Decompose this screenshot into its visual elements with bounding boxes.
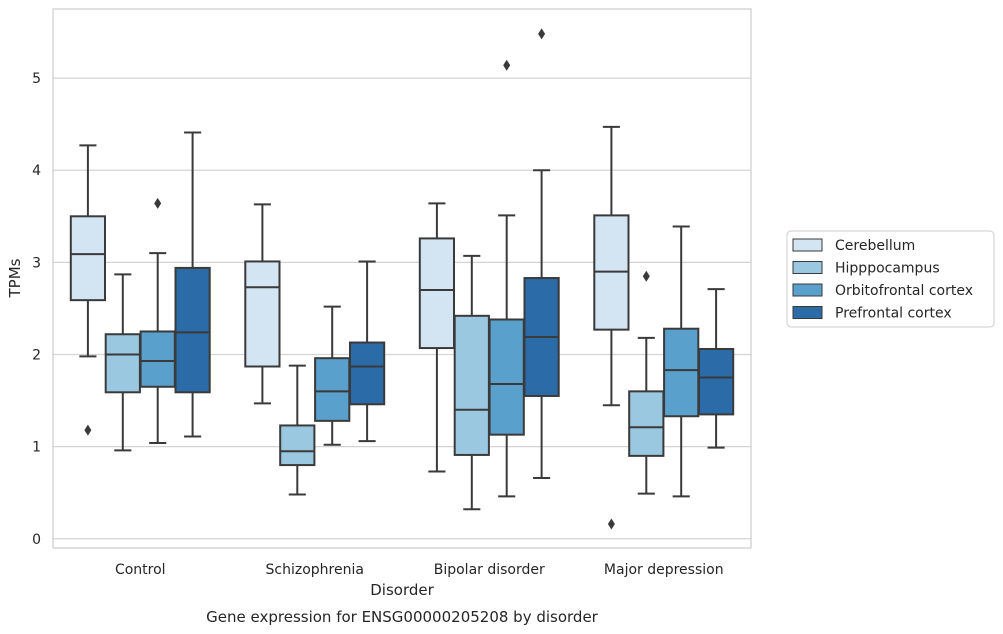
box-cerebellum bbox=[418, 202, 456, 473]
iqr-box bbox=[453, 314, 490, 456]
legend-label: Orbitofrontal cortex bbox=[835, 283, 973, 299]
y-axis-title: TPMs bbox=[6, 258, 24, 298]
outlier-point bbox=[84, 424, 92, 436]
box-hipppocampus bbox=[628, 270, 665, 495]
box-prefrontal-cortex bbox=[523, 28, 560, 479]
box-prefrontal-cortex bbox=[348, 260, 386, 443]
outlier-point bbox=[154, 197, 162, 209]
box-orbitofrontal-cortex bbox=[488, 59, 525, 498]
box-orbitofrontal-cortex bbox=[314, 305, 351, 446]
iqr-box bbox=[139, 330, 176, 388]
legend-swatch bbox=[792, 261, 823, 274]
iqr-box bbox=[488, 318, 525, 436]
plot-frame bbox=[52, 8, 752, 549]
x-tick-label: Control bbox=[115, 562, 166, 578]
y-tick-label: 1 bbox=[32, 440, 41, 456]
box-orbitofrontal-cortex bbox=[663, 225, 700, 498]
box-hipppocampus bbox=[104, 273, 141, 452]
box-cerebellum bbox=[69, 144, 107, 436]
x-tick-label: Major depression bbox=[604, 562, 724, 578]
chart-caption: Gene expression for ENSG00000205208 by d… bbox=[206, 608, 599, 626]
y-tick-label: 3 bbox=[32, 255, 41, 271]
legend-swatch bbox=[792, 238, 823, 252]
legend-swatch bbox=[792, 306, 823, 319]
y-tick-label: 2 bbox=[32, 348, 41, 364]
box-cerebellum bbox=[593, 125, 630, 530]
outlier-point bbox=[607, 518, 615, 530]
iqr-box bbox=[314, 357, 351, 422]
x-tick-labels: Control Schizophrenia Bipolar disorder Majo… bbox=[115, 562, 724, 578]
legend-label: Cerebellum bbox=[835, 238, 915, 254]
outlier-point bbox=[503, 59, 511, 71]
iqr-box bbox=[628, 390, 665, 457]
iqr-box bbox=[69, 215, 107, 302]
outlier-point bbox=[538, 28, 546, 40]
box-prefrontal-cortex bbox=[174, 131, 211, 438]
legend-label: Hipppocampus bbox=[835, 261, 940, 277]
iqr-box bbox=[279, 424, 316, 467]
legend: Cerebellum Hipppocampus Orbitofrontal cort… bbox=[786, 230, 995, 328]
iqr-box bbox=[697, 347, 735, 416]
iqr-box bbox=[174, 266, 211, 394]
x-axis-title: Disorder bbox=[370, 581, 434, 599]
iqr-box bbox=[663, 327, 700, 418]
x-tick-label: Bipolar disorder bbox=[434, 562, 545, 578]
box-orbitofrontal-cortex bbox=[139, 197, 176, 444]
y-tick-labels: 0 1 2 3 4 5 bbox=[32, 71, 41, 548]
box-cerebellum bbox=[244, 203, 281, 405]
box-hipppocampus bbox=[279, 364, 316, 496]
x-tick-label: Schizophrenia bbox=[266, 562, 364, 578]
iqr-box bbox=[418, 237, 456, 350]
y-tick-label: 0 bbox=[32, 532, 41, 548]
legend-swatch bbox=[792, 283, 823, 297]
box-prefrontal-cortex bbox=[697, 288, 735, 449]
outlier-point bbox=[642, 270, 650, 282]
iqr-box bbox=[104, 333, 141, 394]
boxes bbox=[69, 28, 735, 530]
iqr-box bbox=[348, 341, 386, 406]
y-tick-label: 5 bbox=[32, 71, 41, 87]
legend-frame bbox=[786, 230, 995, 328]
box-hipppocampus bbox=[453, 254, 490, 511]
iqr-box bbox=[244, 260, 281, 368]
legend-label: Prefrontal cortex bbox=[835, 306, 952, 322]
y-tick-label: 4 bbox=[32, 163, 41, 179]
